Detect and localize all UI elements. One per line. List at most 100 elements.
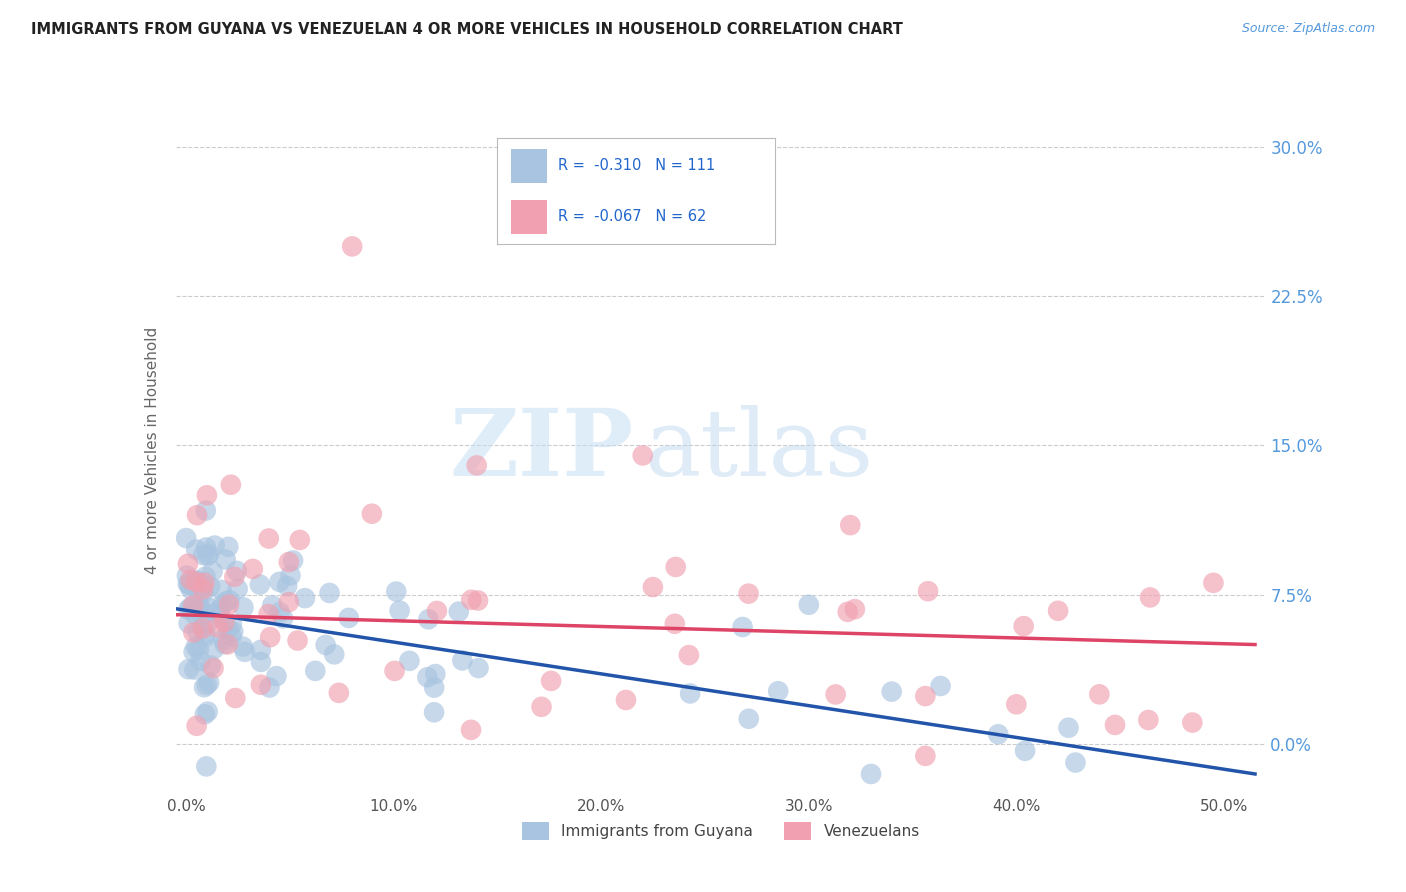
Point (914, 748, 936, 763)
Point (221, 617, 243, 632)
Point (641, 580, 664, 594)
Point (204, 539, 226, 553)
Point (257, 607, 280, 621)
Text: R =  -0.310   N = 111: R = -0.310 N = 111 (558, 158, 716, 173)
Point (194, 503, 217, 517)
Point (315, 638, 337, 652)
Point (665, 560, 688, 574)
Text: R =  -0.067   N = 62: R = -0.067 N = 62 (558, 210, 707, 224)
Point (221, 630, 243, 644)
Point (188, 599, 211, 614)
Point (202, 661, 225, 675)
Point (929, 679, 952, 693)
Point (217, 540, 239, 554)
Point (187, 625, 209, 640)
Point (530, 699, 553, 714)
Point (207, 621, 229, 635)
Text: Source: ZipAtlas.com: Source: ZipAtlas.com (1241, 22, 1375, 36)
Point (222, 624, 245, 639)
Point (880, 684, 903, 698)
Point (249, 643, 271, 657)
Point (269, 574, 291, 589)
Point (242, 562, 264, 576)
Text: IMMIGRANTS FROM GUYANA VS VENEZUELAN 4 OR MORE VEHICLES IN HOUSEHOLD CORRELATION: IMMIGRANTS FROM GUYANA VS VENEZUELAN 4 O… (31, 22, 903, 37)
Point (191, 582, 214, 597)
Legend: Immigrants from Guyana, Venezuelans: Immigrants from Guyana, Venezuelans (513, 814, 928, 848)
Point (1012, 619, 1035, 633)
Point (215, 552, 238, 566)
Point (225, 564, 247, 578)
Point (280, 568, 302, 582)
Point (259, 630, 281, 644)
Point (250, 655, 273, 669)
Point (224, 691, 246, 706)
Point (232, 600, 254, 615)
Point (423, 706, 446, 720)
Point (179, 578, 201, 592)
Point (190, 654, 212, 668)
Point (174, 531, 197, 545)
Point (194, 626, 217, 640)
Point (418, 612, 440, 626)
Point (187, 643, 209, 657)
Point (328, 686, 350, 700)
Point (181, 599, 204, 613)
Point (200, 579, 222, 593)
Point (388, 604, 411, 618)
Point (193, 548, 215, 562)
Point (340, 239, 363, 253)
Y-axis label: 4 or more Vehicles in Household: 4 or more Vehicles in Household (145, 326, 160, 574)
Point (467, 593, 489, 607)
Point (249, 577, 271, 591)
Point (217, 623, 239, 637)
Point (188, 587, 211, 601)
Point (194, 569, 217, 583)
Point (271, 611, 294, 625)
Point (837, 605, 859, 619)
Point (177, 602, 200, 616)
Point (860, 767, 883, 781)
Point (1137, 713, 1160, 727)
Point (987, 727, 1010, 741)
Point (191, 608, 214, 623)
Point (384, 664, 406, 678)
Point (183, 625, 205, 640)
Point (738, 712, 761, 726)
Text: atlas: atlas (644, 406, 873, 495)
Point (226, 582, 249, 596)
Point (197, 549, 219, 563)
Point (186, 719, 208, 733)
Point (914, 689, 936, 703)
Point (416, 670, 439, 684)
Point (212, 632, 235, 647)
Point (460, 723, 482, 737)
Point (202, 642, 225, 657)
Point (195, 488, 218, 502)
Point (678, 648, 700, 662)
Point (337, 611, 360, 625)
Point (187, 574, 209, 588)
Point (233, 645, 256, 659)
Point (224, 570, 246, 584)
Point (425, 667, 447, 681)
Point (201, 564, 224, 578)
Point (190, 603, 212, 617)
Point (1202, 575, 1225, 590)
Point (281, 553, 304, 567)
Point (195, 678, 218, 692)
Point (737, 587, 759, 601)
Point (183, 663, 205, 677)
Point (824, 688, 846, 702)
Point (797, 598, 820, 612)
Point (385, 584, 408, 599)
Point (219, 477, 242, 491)
Point (180, 573, 202, 587)
Point (1181, 715, 1204, 730)
Point (447, 605, 470, 619)
Point (398, 654, 420, 668)
Point (197, 705, 219, 719)
Point (190, 580, 212, 594)
Text: ZIP: ZIP (449, 406, 633, 495)
Point (1005, 698, 1028, 712)
Point (361, 507, 384, 521)
